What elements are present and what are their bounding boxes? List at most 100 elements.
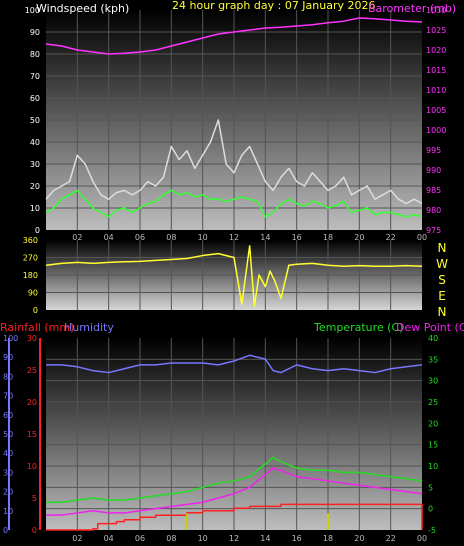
temperature-tick-label: -5 <box>428 526 436 535</box>
windspeed-tick-label: 90 <box>30 28 40 37</box>
humidity-tick-label: 90 <box>3 353 13 362</box>
windspeed-tick-label: 0 <box>35 226 40 235</box>
hour-tick-label: 00 <box>417 233 427 242</box>
hour-tick-label: 10 <box>198 233 208 242</box>
barometer-tick-label: 1005 <box>426 106 446 115</box>
rainfall-tick-label: 0 <box>32 526 37 535</box>
windspeed-tick-label: 80 <box>30 50 40 59</box>
hour-tick-label: 02 <box>72 233 82 242</box>
compass-tick-label: N <box>438 305 447 319</box>
humidity-tick-label: 50 <box>3 430 13 439</box>
windspeed-tick-label: 100 <box>25 6 40 15</box>
hour-tick-label: 18 <box>323 233 333 242</box>
rainfall-axis-title: Rainfall (mm) <box>0 321 74 334</box>
temperature-tick-label: 20 <box>428 419 438 428</box>
compass-tick-label: E <box>438 289 446 303</box>
temperature-tick-label: 35 <box>428 355 438 364</box>
temperature-tick-label: 25 <box>428 398 438 407</box>
hour-tick-label: 16 <box>292 534 302 543</box>
barometer-tick-label: 975 <box>426 226 441 235</box>
series-line-dddddd <box>45 119 423 205</box>
barometer-tick-label: 1020 <box>426 46 446 55</box>
barometer-axis-title: Barometer (mb) <box>368 2 456 15</box>
hour-tick-label: 06 <box>135 534 145 543</box>
windspeed-tick-label: 20 <box>30 182 40 191</box>
humidity-tick-label: 80 <box>3 372 13 381</box>
graph-date-title: 24 hour graph day : 07 January 2026 <box>172 0 376 12</box>
temperature-tick-label: 10 <box>428 462 438 471</box>
hour-tick-label: 22 <box>386 534 396 543</box>
humidity-axis-title: Humidity <box>64 321 114 334</box>
barometer-tick-label: 1015 <box>426 66 446 75</box>
windspeed-tick-label: 40 <box>30 138 40 147</box>
temperature-tick-label: 15 <box>428 441 438 450</box>
humidity-tick-label: 40 <box>3 449 13 458</box>
humidity-tick-label: 60 <box>3 411 13 420</box>
windspeed-tick-label: 50 <box>30 116 40 125</box>
barometer-tick-label: 990 <box>426 166 441 175</box>
hour-tick-label: 00 <box>417 534 427 543</box>
rainfall-tick-label: 5 <box>32 494 37 503</box>
rainfall-tick-label: 30 <box>27 334 37 343</box>
direction-degree-tick: 270 <box>23 254 38 263</box>
hour-tick-label: 16 <box>292 233 302 242</box>
series-line-22dd22 <box>46 456 423 504</box>
rainfall-tick-label: 20 <box>27 398 37 407</box>
hour-tick-label: 18 <box>323 534 333 543</box>
barometer-tick-label: 985 <box>426 186 441 195</box>
compass-tick-label: N <box>438 241 447 255</box>
temperature-tick-label: 5 <box>428 483 433 492</box>
hour-tick-label: 08 <box>166 233 176 242</box>
rainfall-tick-label: 25 <box>27 366 37 375</box>
hour-tick-label: 06 <box>135 233 145 242</box>
windspeed-tick-label: 70 <box>30 72 40 81</box>
barometer-tick-label: 1010 <box>426 86 446 95</box>
rain-temp-panel-series <box>46 354 423 531</box>
hour-tick-label: 12 <box>229 233 239 242</box>
windspeed-tick-label: 60 <box>30 94 40 103</box>
humidity-tick-label: 0 <box>3 526 8 535</box>
series-line-ee22ee <box>46 467 423 516</box>
humidity-tick-label: 10 <box>3 507 13 516</box>
direction-degree-tick: 360 <box>23 236 38 245</box>
temperature-tick-label: 40 <box>428 334 438 343</box>
direction-line <box>45 245 423 307</box>
dewpoint-axis-title: Dew Point (C) <box>396 321 464 334</box>
hour-tick-label: 22 <box>386 233 396 242</box>
hour-tick-label: 14 <box>260 233 270 242</box>
direction-panel-series <box>45 245 423 307</box>
rainfall-tick-label: 15 <box>27 430 37 439</box>
hour-tick-label: 20 <box>354 534 364 543</box>
hour-tick-label: 04 <box>104 534 114 543</box>
direction-degree-tick: 0 <box>33 306 38 315</box>
barometer-tick-label: 980 <box>426 206 441 215</box>
windspeed-axis-title: Windspeed (kph) <box>36 2 129 15</box>
direction-degree-tick: 90 <box>28 289 38 298</box>
rain-temp-panel-ticks: 0102030405060708090100051015202530-50510… <box>3 334 438 543</box>
humidity-tick-label: 100 <box>3 334 18 343</box>
hour-tick-label: 12 <box>229 534 239 543</box>
hour-tick-label: 10 <box>198 534 208 543</box>
barometer-tick-label: 1030 <box>426 6 446 15</box>
temperature-axis-title: Temperature (C) <box>313 321 403 334</box>
windspeed-tick-label: 10 <box>30 204 40 213</box>
humidity-tick-label: 30 <box>3 468 13 477</box>
rainfall-tick-label: 10 <box>27 462 37 471</box>
hour-tick-label: 14 <box>260 534 270 543</box>
temperature-tick-label: 30 <box>428 377 438 386</box>
series-line-7777ff <box>46 354 423 374</box>
hour-tick-label: 04 <box>104 233 114 242</box>
series-line-33ff33 <box>45 189 423 218</box>
direction-degree-tick: 180 <box>23 271 38 280</box>
humidity-tick-label: 20 <box>3 488 13 497</box>
hour-tick-label: 08 <box>166 534 176 543</box>
wind-panel-series <box>45 17 423 218</box>
compass-tick-label: S <box>438 273 446 287</box>
windspeed-tick-label: 30 <box>30 160 40 169</box>
series-line-ff33ff <box>45 17 423 55</box>
temperature-tick-label: 0 <box>428 505 433 514</box>
wind-panel-grid <box>46 10 422 230</box>
barometer-tick-label: 1000 <box>426 126 446 135</box>
